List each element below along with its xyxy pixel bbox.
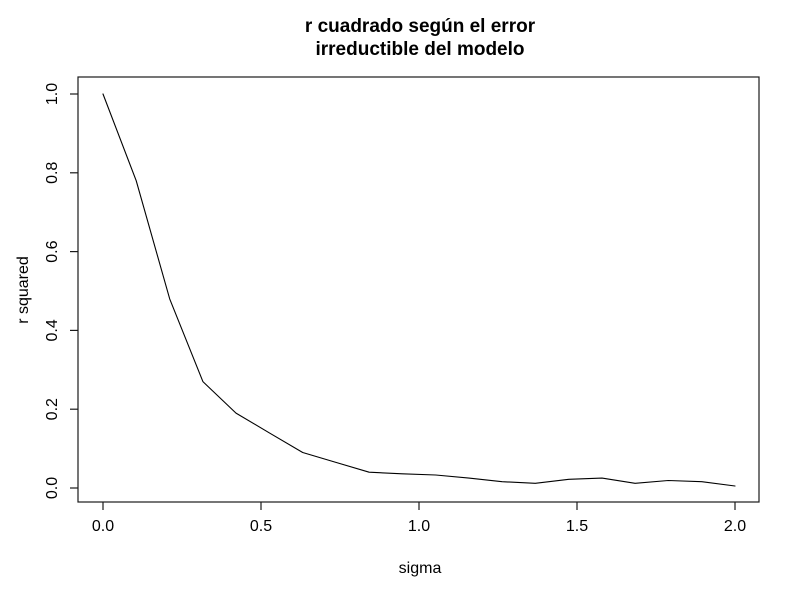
plot-area: 0.0 0.5 1.0 1.5 2.0 0.0 0.2 0.4 0.6 0.8 1.0	[44, 76, 760, 535]
y-tick-label: 0.4	[44, 319, 61, 341]
data-line	[102, 93, 736, 487]
chart-title-line2: irreductible del modelo	[315, 39, 524, 60]
y-tick-label: 0.0	[44, 477, 61, 499]
x-tick-label: 1.0	[408, 518, 430, 535]
y-tick-label: 1.0	[44, 83, 61, 105]
x-tick-label: 0.5	[250, 518, 272, 535]
plot-box	[77, 76, 760, 503]
y-tick-label: 0.2	[44, 398, 61, 420]
y-tick-label: 0.6	[44, 240, 61, 262]
x-axis-label: sigma	[399, 560, 442, 577]
x-tick-label: 2.0	[724, 518, 746, 535]
y-tick-label: 0.8	[44, 162, 61, 184]
chart-title-line1: r cuadrado según el error	[305, 16, 536, 37]
y-axis-label: r squared	[15, 256, 32, 324]
x-tick-label: 1.5	[566, 518, 588, 535]
x-tick-label: 0.0	[92, 518, 114, 535]
